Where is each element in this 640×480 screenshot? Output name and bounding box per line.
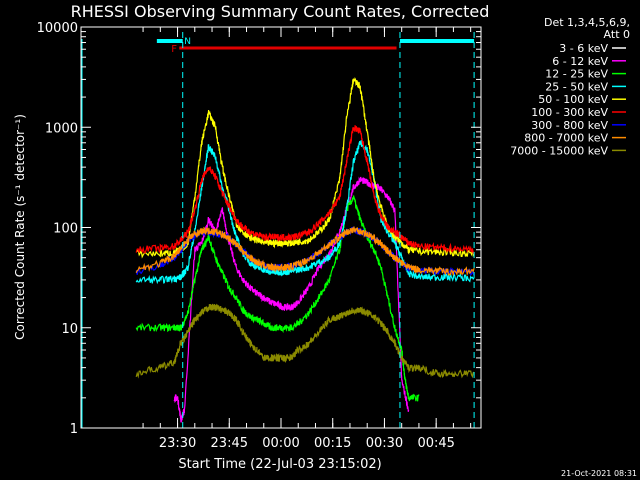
legend-header-line: Det 1,3,4,5,6,9,	[544, 16, 630, 29]
axes: 1 10 100 1000 10000 23:30 23:45 00:00 00:15 00:30…	[37, 21, 482, 451]
series-50_100keV-line	[136, 77, 475, 259]
legend-entry-label: 12 - 25 keV	[545, 68, 608, 81]
plot-area: FN	[81, 32, 475, 428]
y-tick-label: 10000	[37, 21, 78, 36]
series-12_25keV-line	[135, 195, 420, 402]
y-tick-label: 1000	[45, 121, 78, 136]
y-tick-label: 1	[70, 422, 78, 437]
y-axis-label: Corrected Count Rate (s⁻¹ detector⁻¹)	[13, 114, 27, 340]
x-axis-label: Start Time (22-Jul-03 23:15:02)	[178, 457, 381, 472]
timestamp: 21-Oct-2021 08:31	[561, 469, 637, 478]
x-tick-label: 00:15	[314, 436, 351, 451]
chart-title: RHESSI Observing Summary Count Rates, Co…	[71, 2, 490, 21]
plot-frame	[80, 26, 482, 429]
legend-entry-label: 800 - 7000 keV	[524, 132, 608, 145]
legend-entry-label: 6 - 12 keV	[552, 55, 608, 68]
legend-entry-label: 3 - 6 keV	[559, 42, 608, 55]
y-tick-label: 10	[61, 322, 78, 337]
flare-label: F	[171, 44, 177, 55]
series-100_300keV-line	[135, 125, 475, 255]
x-tick-label: 23:30	[159, 436, 196, 451]
series-7000_15000keV-line	[135, 303, 475, 379]
legend-entry-label: 7000 - 15000 keV	[510, 144, 608, 157]
legend-header-line: Att 0	[604, 28, 630, 41]
x-tick-label: 00:45	[417, 436, 454, 451]
legend-entry-label: 100 - 300 keV	[531, 106, 608, 119]
series-6_12keV-line	[173, 176, 410, 423]
legend-entry-label: 50 - 100 keV	[538, 93, 608, 106]
x-tick-label: 00:30	[366, 436, 403, 451]
legend-entry-label: 300 - 800 keV	[531, 119, 608, 132]
night-label: N	[184, 37, 191, 47]
series-800_7000keV-line	[135, 226, 475, 277]
y-tick-label: 100	[53, 222, 78, 237]
x-tick-label: 23:45	[211, 436, 248, 451]
legend-entry-label: 25 - 50 keV	[545, 80, 608, 93]
x-tick-label: 00:00	[262, 436, 299, 451]
